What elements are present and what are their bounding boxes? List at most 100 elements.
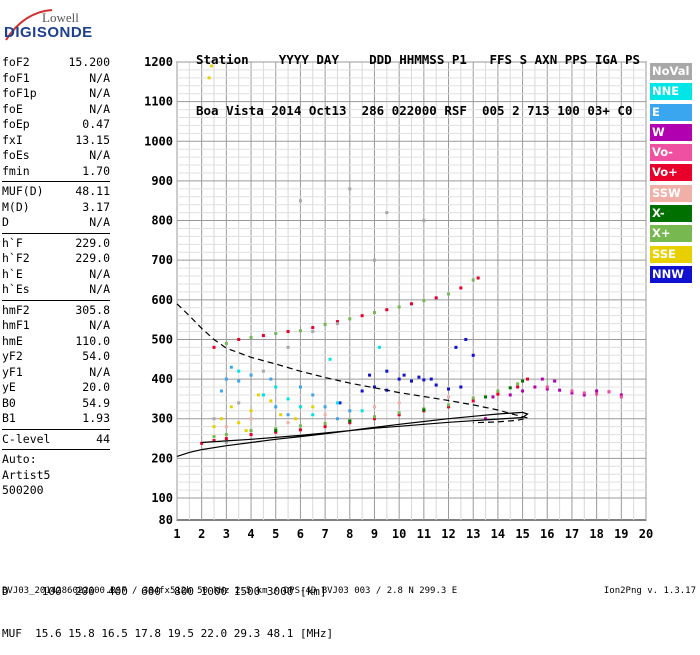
param-row-ye: yE 20.0 [2,380,110,396]
data-point-nne [261,393,265,397]
header-values: Boa Vista 2014 Oct13 286 022000 RSF 005 … [196,103,633,118]
data-point-vo- [471,399,475,403]
data-point-w [619,393,623,397]
param-value: N/A [89,101,110,116]
x-tick-label: 20 [639,527,653,541]
data-point-vo- [595,392,599,396]
param-value: 229.0 [75,235,110,250]
param-row-fof1p: foF1p N/A [2,86,110,102]
param-row-yf2: yF2 54.0 [2,349,110,365]
param-row-hmf2: hmF2 305.8 [2,303,110,319]
data-point-w [570,391,574,395]
data-point-nne [298,405,302,409]
param-row-clevel: C-level 44 [2,432,110,448]
data-point-noval [286,345,290,349]
param-separator [2,428,110,430]
data-point-e [229,365,233,369]
x-tick-label: 6 [297,527,304,541]
data-point-x- [508,386,512,390]
header-labels: Station YYYY DAY DDD HHMMSS P1 FFS S AXN… [196,52,641,67]
data-point-x- [249,335,253,339]
data-point-nne [311,413,315,417]
x-tick-label: 5 [272,527,279,541]
data-point-nnw [447,387,451,391]
param-key: yF1 [2,364,23,379]
data-point-vo- [397,413,401,417]
data-point-vo- [360,314,364,318]
param-row-fxi: fxI 13.15 [2,133,110,149]
data-point-vo- [348,421,352,425]
file-info-footer: BVJ03_2014286022000.RSF / 384fx512h 50 k… [2,586,458,596]
data-point-x- [447,292,451,296]
param-key: MUF(D) [2,184,44,198]
data-point-vo- [372,417,376,421]
param-row-yf1: yF1 N/A [2,365,110,381]
param-value: N/A [89,148,110,162]
data-point-x- [471,396,475,400]
data-point-w [521,389,525,393]
param-row-hmf1: hmF1 N/A [2,318,110,334]
y-tick-label: 1000 [144,134,173,148]
data-point-noval [311,330,315,334]
x-tick-label: 13 [466,527,480,541]
data-point-vo- [224,437,228,441]
legend-item-noval: NoVal [650,63,692,80]
param-key: fxI [2,132,23,147]
data-point-nne [274,385,278,389]
x-tick-label: 9 [371,527,378,541]
data-point-x- [372,415,376,419]
data-point-vo- [335,320,339,324]
param-row-fof1: foF1 N/A [2,71,110,87]
data-point-vo- [286,330,290,334]
param-value: 54.0 [82,349,110,363]
param-value: N/A [89,282,110,296]
curve-trace [176,411,529,457]
data-point-ssw [372,405,376,409]
param-value: 48.11 [75,184,110,198]
data-point-nnw [372,385,376,389]
data-point-nnw [417,375,421,379]
data-point-vo- [570,389,574,393]
param-key: fmin [2,163,30,178]
param-key: h`Es [2,282,30,296]
data-point-nnw [422,378,426,382]
data-point-sse [249,409,253,413]
data-point-vo- [459,286,463,290]
param-value: 0.47 [82,117,110,131]
logo-swoosh-icon [5,9,53,41]
data-point-sse [207,76,211,80]
data-point-w [491,395,495,399]
param-key: D [2,215,9,229]
data-point-sse [279,413,283,417]
x-tick-label: 14 [491,527,505,541]
param-row-hes: h`Es N/A [2,282,110,298]
param-key: foE [2,101,23,116]
data-point-vo- [261,333,265,337]
data-point-e [274,405,278,409]
param-separator [2,299,110,301]
x-tick-label: 7 [321,527,328,541]
data-point-vo- [434,296,438,300]
param-separator [2,232,110,234]
param-key: B1 [2,411,16,425]
param-value: 110.0 [75,333,110,348]
data-point-x- [496,389,500,393]
muf-distance-table: D 100 200 400 600 800 1000 1500 3000 [km… [2,557,333,655]
param-value: N/A [89,364,110,379]
param-separator [2,449,110,450]
station-header: Station YYYY DAY DDD HHMMSS P1 FFS S AXN… [196,17,640,136]
param-note: Artist5 [2,467,51,482]
param-key: yE [2,380,16,394]
data-point-x- [274,332,278,336]
data-point-vo- [447,405,451,409]
data-point-e [348,409,352,413]
param-row-b0: B0 54.9 [2,396,110,412]
data-point-vo- [212,439,216,443]
legend-item-e: E [650,103,692,121]
data-point-w [508,393,512,397]
data-point-w [545,387,549,391]
data-point-e [323,405,327,409]
legend-item-x-: X- [650,205,692,223]
muf-row: MUF 15.6 15.8 16.5 17.8 19.5 22.0 29.3 4… [2,627,334,640]
data-point-ssw [224,425,228,429]
